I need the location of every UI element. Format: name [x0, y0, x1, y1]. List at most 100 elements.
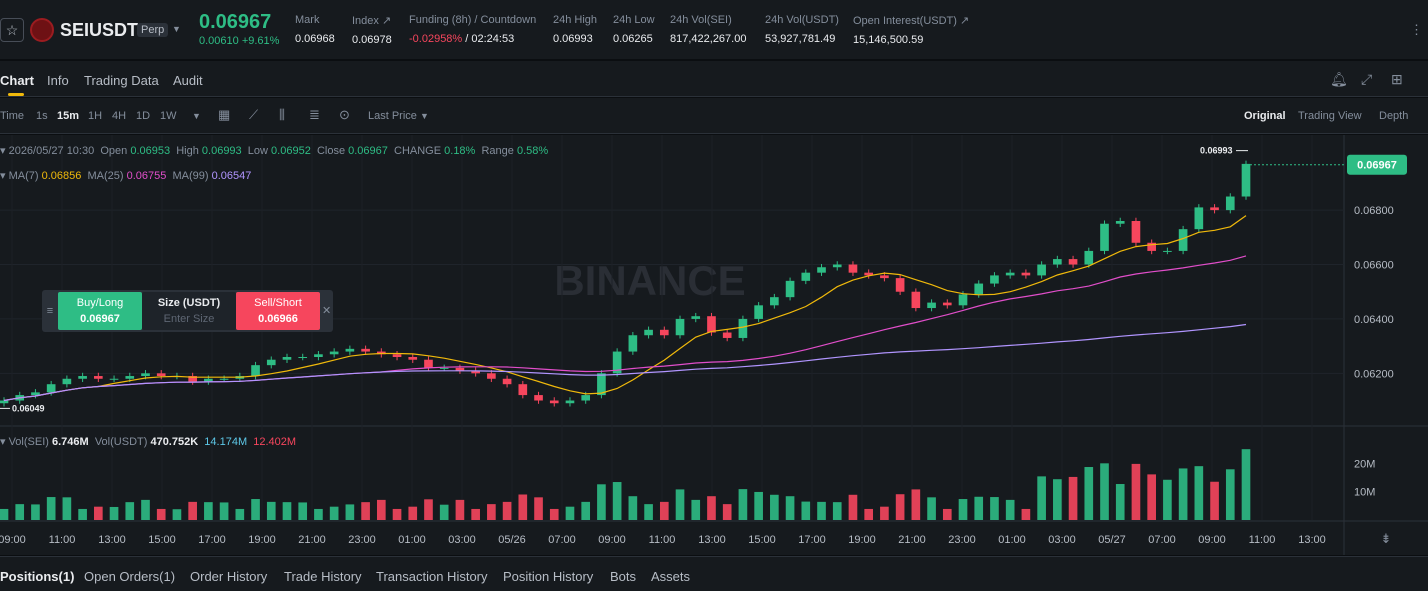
interval-1s[interactable]: 1s: [36, 110, 48, 122]
settings-icon[interactable]: ⊙: [339, 107, 350, 122]
candle: [927, 302, 936, 309]
tab-positions[interactable]: Positions(1): [0, 569, 75, 584]
x-tick-label: 03:00: [1048, 534, 1076, 546]
interval-15m[interactable]: 15m: [57, 110, 80, 122]
candle-type-icon[interactable]: ⫼: [279, 107, 285, 122]
price-type-select[interactable]: Last Price ▼: [368, 110, 429, 122]
volume-bar: [125, 502, 135, 520]
interval-1w[interactable]: 1W: [160, 110, 177, 122]
x-tick-label: 21:00: [898, 534, 926, 546]
tab-order-history[interactable]: Order History: [190, 569, 268, 584]
close-icon[interactable]: ✕: [322, 305, 332, 317]
stat-mark: Mark 0.06968: [295, 14, 335, 45]
volume-bar: [204, 502, 213, 520]
volume-bar: [1178, 468, 1188, 520]
volume-bar: [502, 501, 512, 520]
candle: [502, 378, 512, 385]
candle: [754, 305, 763, 319]
interval-time[interactable]: Time: [0, 110, 25, 122]
x-tick-label: 03:00: [448, 534, 476, 546]
volume-bar: [329, 506, 339, 520]
sell-short-button[interactable]: Sell/Short 0.06966: [236, 292, 320, 330]
candle: [1225, 196, 1235, 211]
x-tick-label: 01:00: [998, 534, 1026, 546]
interval-1d[interactable]: 1D: [136, 110, 151, 122]
bell-icon[interactable]: 🔔︎: [1330, 71, 1348, 87]
candle: [156, 373, 166, 377]
tab-chart[interactable]: Chart: [0, 73, 34, 88]
volume-bar: [172, 509, 182, 520]
candlestick-chart[interactable]: BINANCE0.068000.066000.064000.0620020M10…: [0, 135, 1428, 555]
calendar-icon[interactable]: ▦: [218, 107, 231, 122]
volume-bar: [156, 508, 166, 520]
volume-bar: [770, 494, 779, 520]
candle: [628, 335, 638, 352]
volume-legend[interactable]: ▾ Vol(SEI) 6.746M Vol(USDT) 470.752K 14.…: [0, 436, 297, 448]
buy-long-button[interactable]: Buy/Long 0.06967: [58, 292, 142, 330]
settings-list-icon[interactable]: ≣: [309, 107, 320, 122]
volume-bar: [282, 502, 292, 520]
volume-bar: [644, 504, 653, 520]
view-depth[interactable]: Depth: [1379, 110, 1409, 122]
x-tick-label: 01:00: [398, 534, 426, 546]
indicator-icon[interactable]: ⟋: [249, 107, 259, 122]
symbol-name[interactable]: SEIUSDT: [60, 20, 139, 40]
interval-4h[interactable]: 4H: [112, 110, 127, 122]
expand-icon[interactable]: ⤢: [1361, 71, 1373, 87]
tab-open-orders[interactable]: Open Orders(1): [84, 569, 176, 584]
grid-layout-icon[interactable]: ⊞: [1391, 71, 1403, 87]
candle: [141, 373, 150, 377]
tab-bots[interactable]: Bots: [610, 569, 637, 584]
stat-open-interest[interactable]: Open Interest(USDT) ↗ 15,146,500.59: [853, 15, 970, 46]
volume-bar: [1241, 449, 1251, 520]
volume-bar: [94, 506, 103, 520]
volume-bar: [722, 504, 732, 520]
x-tick-label: 17:00: [198, 534, 226, 546]
tab-transaction-history[interactable]: Transaction History: [376, 569, 488, 584]
candle: [942, 302, 952, 306]
candle: [94, 376, 103, 379]
drag-handle-icon[interactable]: ≡: [46, 305, 54, 317]
chevron-down-icon[interactable]: ▼: [172, 24, 181, 34]
candle: [46, 384, 56, 393]
candle: [738, 318, 748, 338]
volume-bar: [78, 508, 87, 520]
x-tick-label: 15:00: [148, 534, 176, 546]
view-trading-view[interactable]: Trading View: [1298, 110, 1362, 122]
candle: [848, 264, 858, 273]
candle: [0, 400, 9, 404]
volume-bar: [408, 506, 418, 520]
volume-bar: [880, 506, 889, 520]
candle: [549, 400, 559, 404]
candle: [219, 378, 229, 380]
size-input[interactable]: Size (USDT) Enter Size: [142, 292, 236, 330]
tab-info[interactable]: Info: [47, 73, 69, 88]
tab-audit[interactable]: Audit: [173, 73, 203, 88]
candle: [1100, 223, 1109, 251]
active-tab-indicator: [8, 93, 24, 96]
star-icon[interactable]: ☆: [0, 18, 24, 42]
candle: [864, 272, 874, 276]
ma99-line: [3, 323, 1247, 402]
more-icon[interactable]: ⋮: [1410, 22, 1423, 37]
x-tick-label: 15:00: [748, 534, 776, 546]
volume-bar: [455, 499, 465, 520]
ohlc-legend: ▾ 2026/05/27 10:30 Open 0.06953 High 0.0…: [0, 145, 549, 157]
coin-logo: [30, 18, 54, 42]
tab-position-history[interactable]: Position History: [503, 569, 594, 584]
chevron-down-icon[interactable]: ▼: [192, 111, 201, 121]
volume-bar: [251, 499, 260, 520]
view-original[interactable]: Original: [1244, 110, 1286, 122]
stat-index[interactable]: Index ↗ 0.06978: [352, 15, 392, 46]
high-marker-label: 0.06993: [1200, 146, 1233, 156]
volume-bar: [46, 497, 56, 520]
interval-1h[interactable]: 1H: [88, 110, 103, 122]
tab-assets[interactable]: Assets: [651, 569, 691, 584]
volume-bar: [832, 502, 842, 520]
chart-area[interactable]: BINANCE 0.06800 0.06600 0.06400 0.06200 20M 10…: [0, 135, 1428, 555]
tab-trading-data[interactable]: Trading Data: [84, 73, 159, 88]
ma-legend[interactable]: ▾ MA(7) 0.06856 MA(25) 0.06755 MA(99) 0.…: [0, 170, 252, 182]
volume-bar: [518, 494, 528, 520]
candle: [204, 378, 213, 382]
tab-trade-history[interactable]: Trade History: [284, 569, 362, 584]
